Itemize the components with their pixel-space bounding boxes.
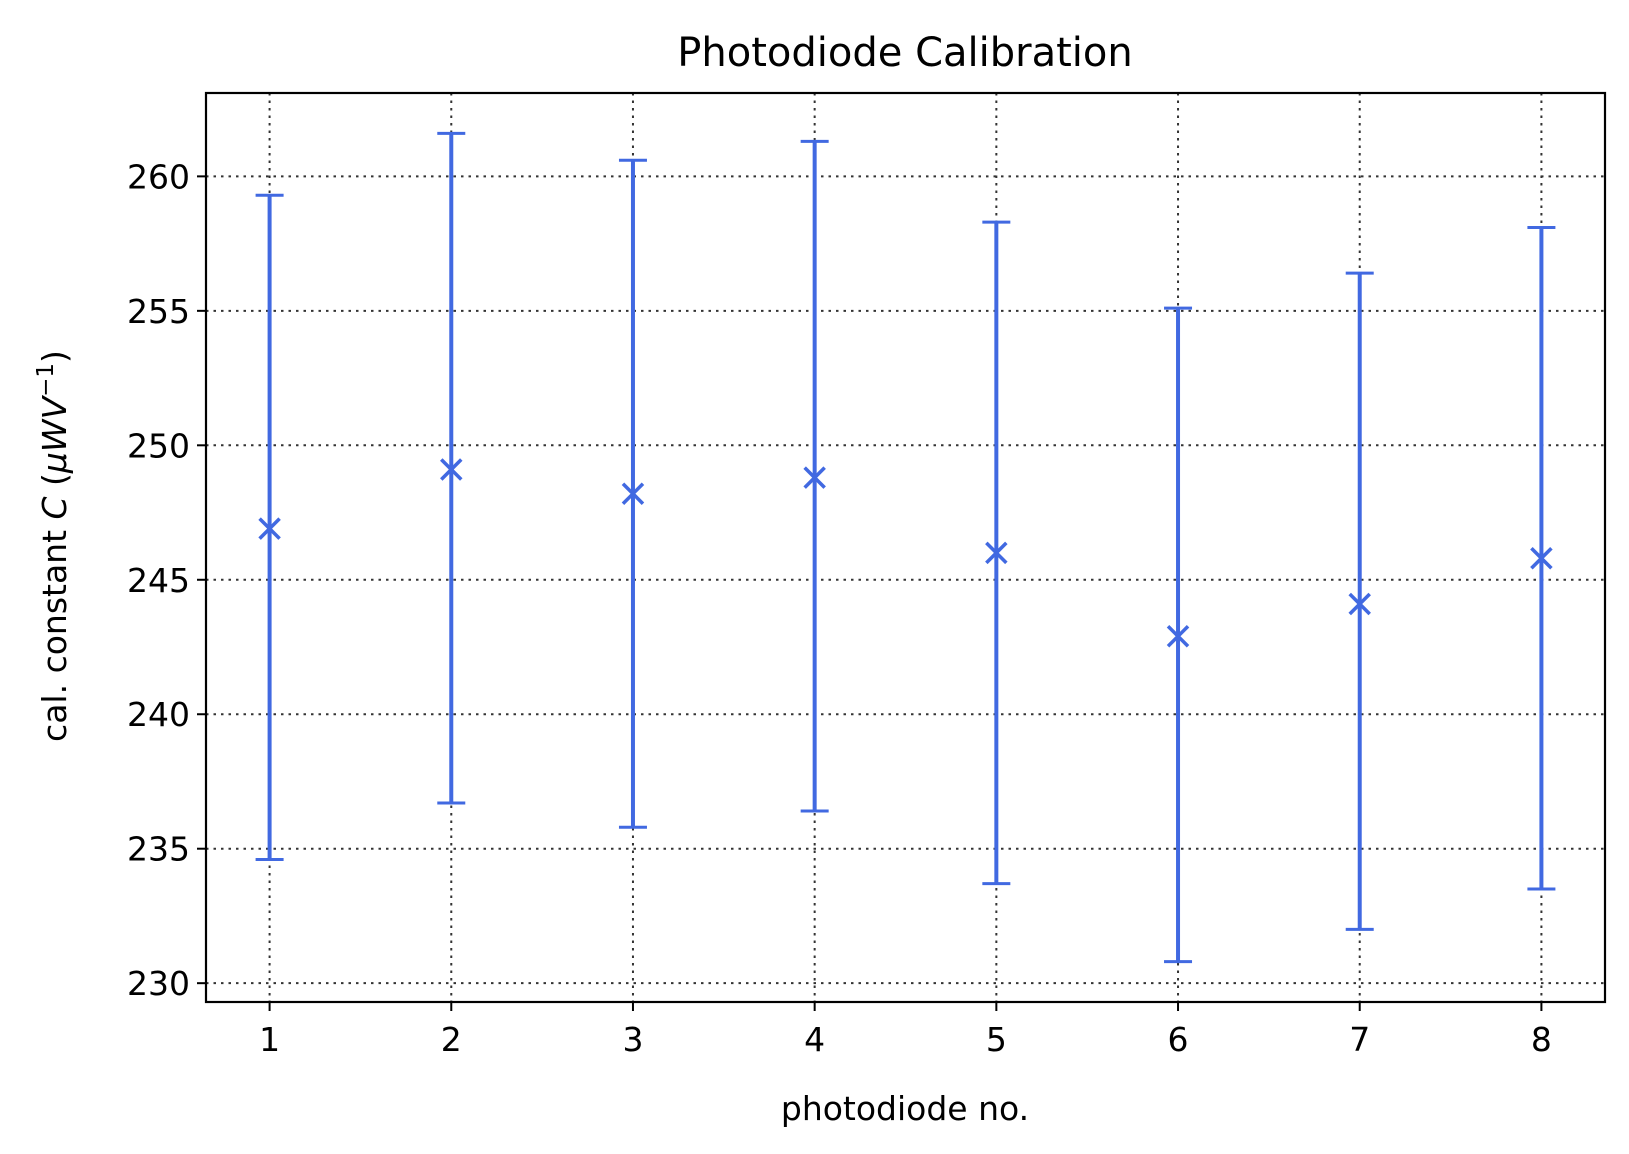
grid (206, 93, 1605, 1002)
y-tick-label: 230 (127, 964, 190, 1003)
data-point-8 (1527, 225, 1556, 891)
y-tick-label: 255 (127, 292, 190, 331)
y-axis-label-var: C (35, 496, 74, 519)
errorbar-series (255, 131, 1556, 964)
x-tick-label: 1 (259, 1020, 280, 1059)
x-tick-label: 7 (1349, 1020, 1370, 1059)
y-tick-label: 240 (127, 695, 190, 734)
y-axis-label: cal. constant C (μWV−1) (33, 350, 74, 742)
x-tick-label: 6 (1168, 1020, 1189, 1059)
data-point-6 (1164, 306, 1193, 964)
data-point-7 (1345, 271, 1374, 931)
x-marker (440, 458, 463, 481)
data-point-5 (982, 220, 1011, 886)
y-axis-label-exponent: −1 (33, 363, 59, 397)
y-axis-label-close: ) (35, 350, 74, 363)
x-tick-label: 8 (1531, 1020, 1552, 1059)
x-marker (621, 482, 645, 505)
data-point-1 (255, 193, 284, 861)
y-axis-label-mu: μ (35, 452, 74, 474)
x-axis: 1 2 3 4 5 6 7 8 (259, 1002, 1552, 1059)
data-point-3 (618, 158, 647, 829)
y-tick-label: 260 (127, 157, 190, 196)
y-tick-label: 235 (127, 830, 190, 869)
y-axis-label-w: W (35, 418, 74, 452)
x-marker (1530, 547, 1553, 570)
x-tick-label: 5 (986, 1020, 1007, 1059)
y-axis-label-prefix: cal. constant (35, 519, 74, 741)
x-tick-label: 2 (441, 1020, 462, 1059)
y-tick-label: 245 (127, 561, 190, 600)
x-marker (1166, 625, 1190, 648)
x-axis-label: photodiode no. (781, 1089, 1029, 1128)
x-marker (985, 541, 1008, 565)
data-point-4 (800, 139, 829, 813)
y-axis-label-open: ( (35, 473, 74, 496)
y-axis-label-v: V (35, 394, 74, 419)
data-point-2 (437, 131, 466, 805)
y-axis: 230 235 240 245 250 255 260 (127, 157, 206, 1003)
plot-frame (204, 91, 1607, 1004)
x-marker (258, 517, 281, 540)
x-tick-label: 4 (804, 1020, 825, 1059)
chart-title: Photodiode Calibration (677, 30, 1132, 76)
x-tick-label: 3 (622, 1020, 643, 1059)
y-tick-label: 250 (127, 426, 190, 465)
x-marker (1348, 592, 1371, 616)
x-marker (803, 466, 826, 489)
